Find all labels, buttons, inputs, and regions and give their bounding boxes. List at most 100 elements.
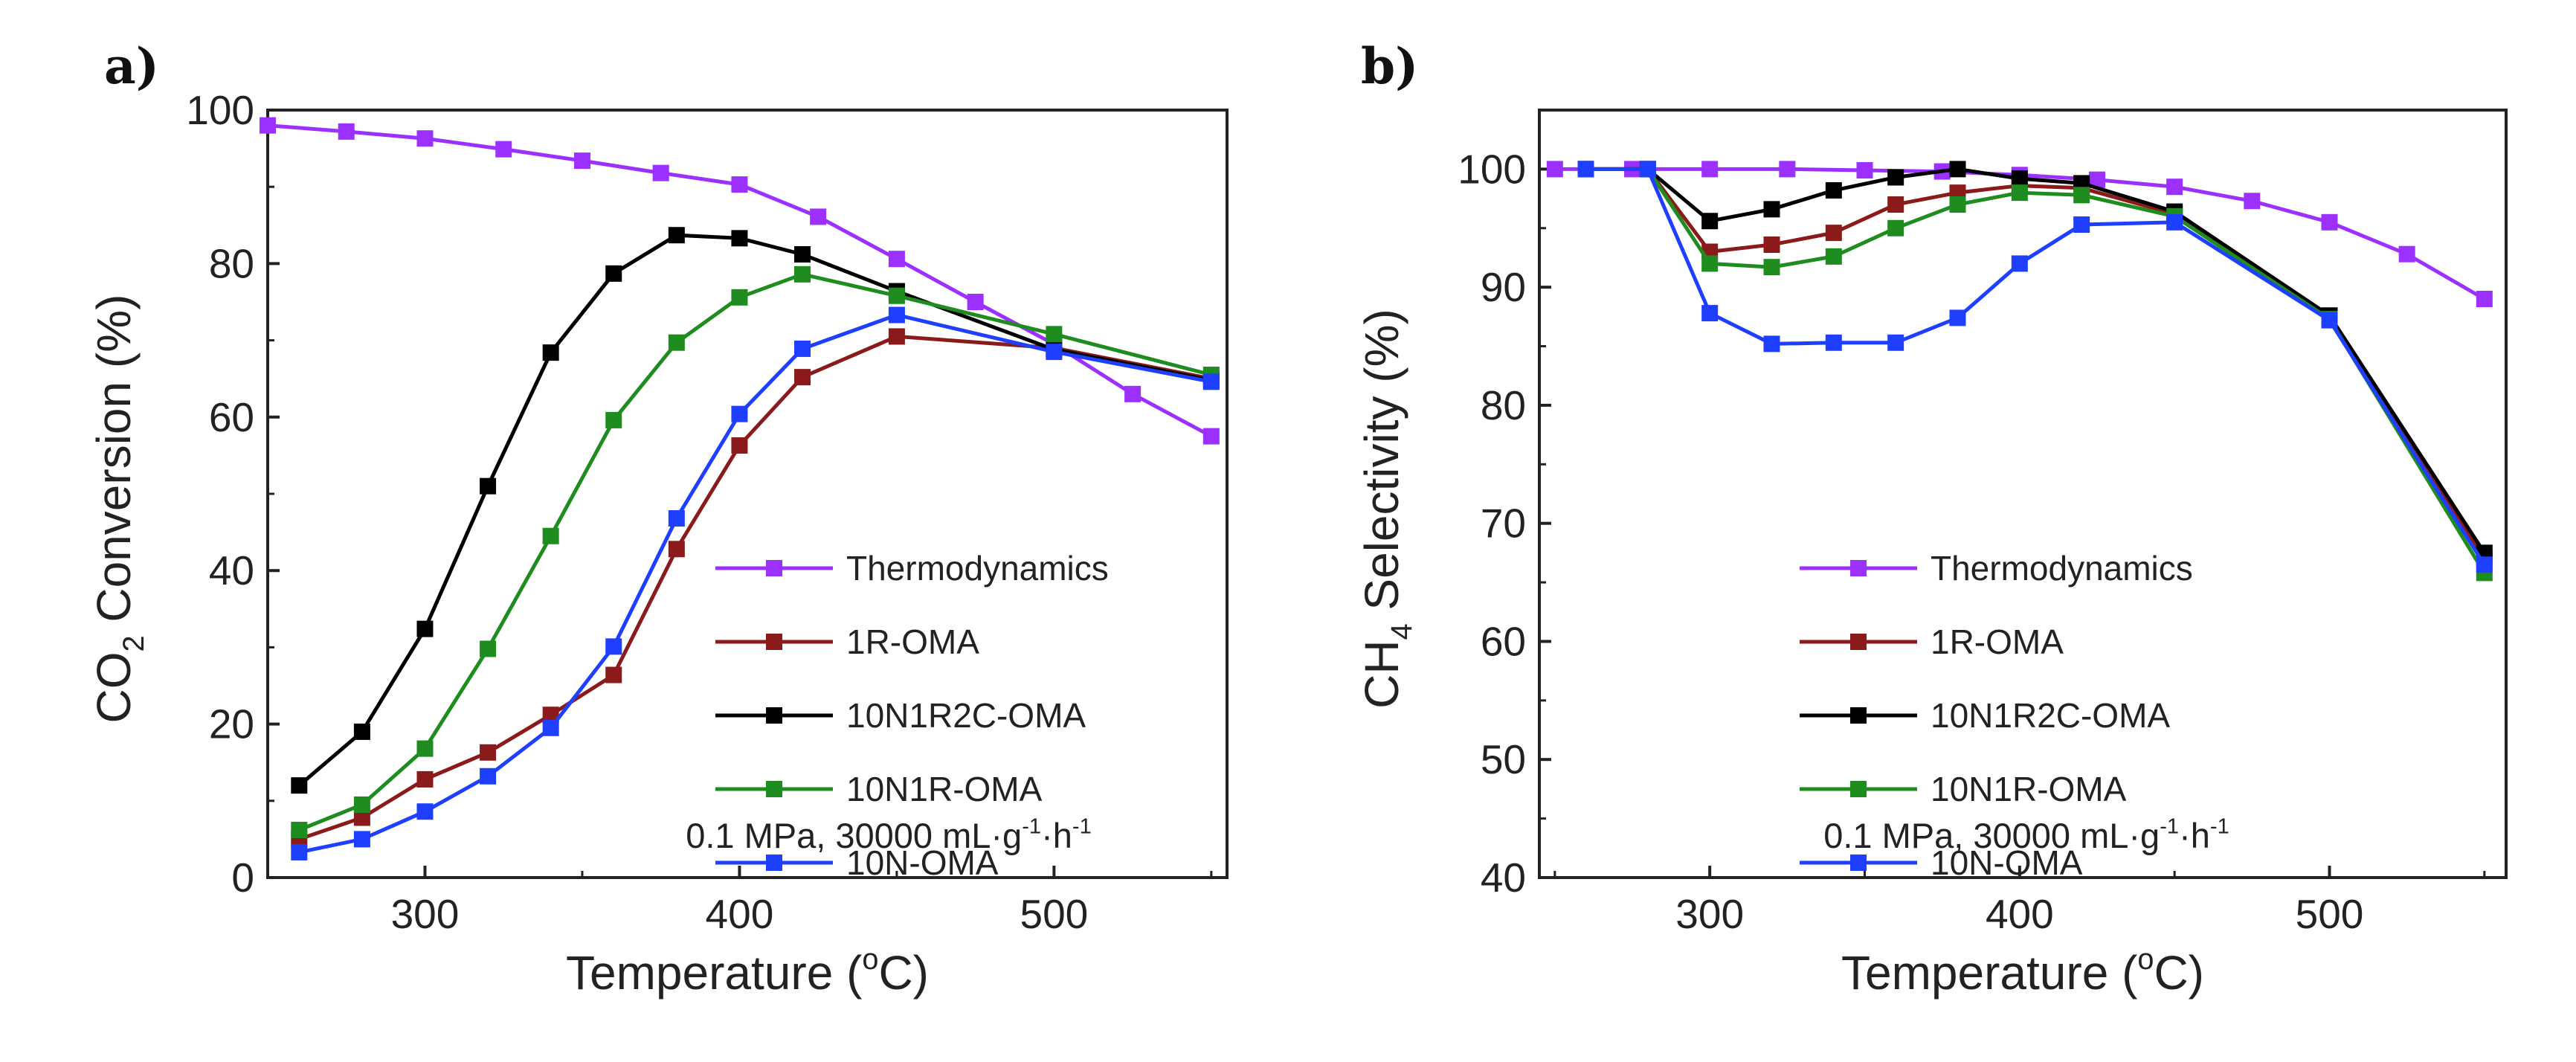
series-10n-oma xyxy=(291,306,1220,860)
data-point xyxy=(1825,334,1842,351)
data-point xyxy=(480,767,497,785)
data-point xyxy=(291,822,308,839)
series-line xyxy=(1585,167,2486,554)
data-point xyxy=(2398,245,2415,263)
data-point xyxy=(416,620,434,637)
y-axis-label: CO2 Conversion (%) xyxy=(87,295,150,724)
data-point xyxy=(1949,196,1966,213)
legend-entry: 10N1R-OMA xyxy=(1800,770,2127,808)
legend-marker xyxy=(1850,634,1867,650)
legend-marker xyxy=(1850,560,1867,576)
legend-marker xyxy=(766,855,782,871)
legend-marker xyxy=(1850,781,1867,797)
data-point xyxy=(1577,161,1594,178)
data-point xyxy=(1825,181,1842,199)
panel-label: a) xyxy=(104,37,159,95)
data-point xyxy=(338,123,355,140)
data-point xyxy=(542,527,559,544)
data-point xyxy=(1949,309,1966,326)
series-10n-oma xyxy=(1577,161,2493,573)
data-point xyxy=(1825,248,1842,265)
data-point xyxy=(2476,556,2493,573)
y-tick-label: 40 xyxy=(209,547,254,593)
series-10n1r-oma xyxy=(291,266,1220,839)
series-thermodynamics xyxy=(260,117,1220,445)
series-line xyxy=(1585,167,2486,560)
y-tick-label: 90 xyxy=(1481,264,1526,310)
data-point xyxy=(888,251,905,268)
data-point xyxy=(480,640,497,657)
data-point xyxy=(542,707,559,724)
data-point xyxy=(731,405,748,422)
data-point xyxy=(1046,344,1063,361)
legend-label: 1R-OMA xyxy=(1931,622,2064,661)
data-point xyxy=(291,777,308,794)
data-point xyxy=(353,831,370,848)
data-point xyxy=(480,477,497,495)
data-point xyxy=(605,638,622,655)
data-point xyxy=(1856,161,1873,178)
y-tick-label: 40 xyxy=(1481,855,1526,901)
data-point xyxy=(2166,178,2183,196)
legend-marker xyxy=(766,781,782,797)
data-point xyxy=(1701,305,1719,322)
legend-label: 10N1R2C-OMA xyxy=(1931,696,2170,735)
data-point xyxy=(888,306,905,324)
panel-label: b) xyxy=(1361,37,1418,95)
data-point xyxy=(1763,201,1780,218)
data-point xyxy=(652,164,669,181)
y-tick-label: 80 xyxy=(209,240,254,286)
data-point xyxy=(1202,373,1220,390)
data-point xyxy=(605,666,622,683)
panel-b: b) 300 400 500 40 50 60 70 80 90 100 Temperature (o… xyxy=(1355,37,2508,1000)
data-point xyxy=(668,334,685,351)
legend-marker xyxy=(766,560,782,576)
data-point xyxy=(2073,187,2090,204)
legend-label: Thermodynamics xyxy=(1931,549,2193,588)
data-point xyxy=(416,803,434,820)
data-point xyxy=(1763,259,1780,276)
data-point xyxy=(1202,428,1220,445)
data-point xyxy=(967,294,984,310)
legend-entry: 10N1R2C-OMA xyxy=(1800,696,2170,735)
y-tick-label: 0 xyxy=(231,855,254,901)
data-point xyxy=(794,369,811,386)
data-point xyxy=(731,289,748,306)
y-tick-label: 60 xyxy=(1481,618,1526,664)
legend-marker xyxy=(1850,855,1867,871)
data-point xyxy=(668,541,685,558)
data-point xyxy=(260,117,276,134)
legend-marker xyxy=(766,707,782,724)
data-point xyxy=(1639,161,1656,178)
data-point xyxy=(2476,291,2493,308)
data-point xyxy=(542,719,559,736)
data-point xyxy=(416,770,434,788)
legend-marker xyxy=(1850,707,1867,724)
legend-label: 10N-OMA xyxy=(1931,843,2083,882)
x-tick-label: 500 xyxy=(1020,891,1088,937)
data-point xyxy=(353,796,370,813)
series-line xyxy=(298,334,1212,841)
legend-entry: 10N-OMA xyxy=(1800,843,2083,882)
data-point xyxy=(2321,312,2338,329)
data-point xyxy=(2089,171,2105,188)
data-point xyxy=(605,265,622,282)
y-tick-label: 100 xyxy=(186,87,254,133)
data-point xyxy=(2011,184,2028,202)
legend-entry: 1R-OMA xyxy=(1800,622,2064,661)
x-tick-label: 500 xyxy=(2296,891,2364,937)
data-point xyxy=(810,208,827,225)
data-point xyxy=(353,809,370,826)
data-point xyxy=(1887,196,1904,213)
data-point xyxy=(1546,161,1563,178)
plot-frame xyxy=(1538,109,2508,879)
y-tick-label: 20 xyxy=(209,701,254,747)
data-point xyxy=(2011,170,2028,187)
series-line xyxy=(298,272,1212,832)
data-point xyxy=(416,740,434,757)
data-point xyxy=(888,328,905,345)
data-point xyxy=(668,227,685,244)
data-point xyxy=(542,344,559,361)
y-tick-label: 100 xyxy=(1458,146,1526,192)
legend-marker xyxy=(766,634,782,650)
